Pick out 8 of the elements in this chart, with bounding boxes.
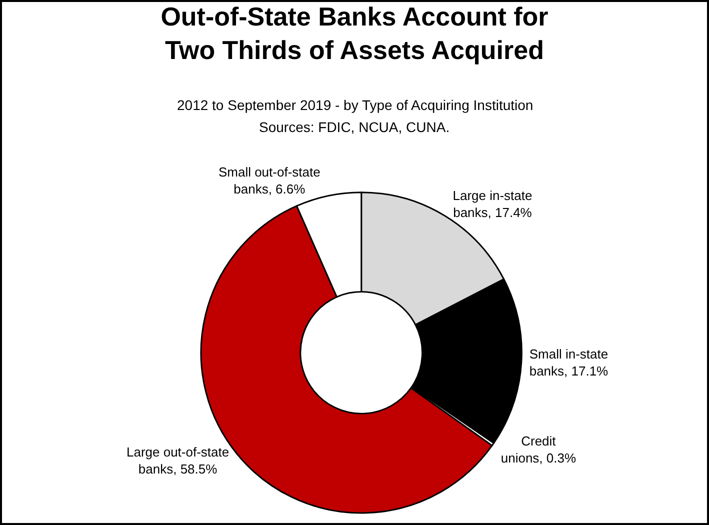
chart-subtitle: 2012 to September 2019 - by Type of Acquiring Institution [177, 97, 534, 113]
slice-label: Large out-of-state banks, 58.5% [126, 444, 230, 476]
slice-label: Large in-state banks, 17.4% [452, 188, 532, 220]
slice-label: Credit unions, 0.3% [500, 434, 576, 466]
slice-label: Small out-of-state banks, 6.6% [218, 164, 320, 196]
source-note: Sources: FDIC, NCUA, CUNA. [259, 119, 450, 135]
slice-label: Small in-state banks, 17.1% [529, 346, 609, 379]
chart-title: Out-of-State Banks Account for Two Thirds of Assets Acquired [160, 1, 548, 66]
